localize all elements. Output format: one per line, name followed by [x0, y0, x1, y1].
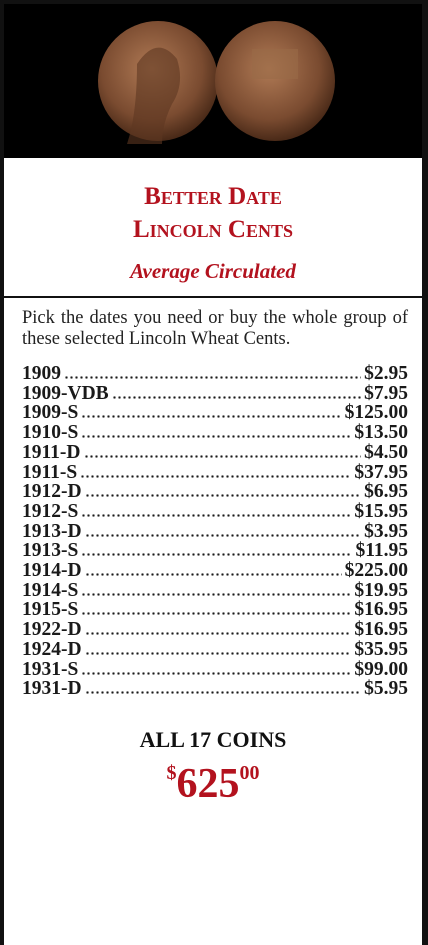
leader-dots [81, 553, 352, 556]
coin-date: 1922-D [22, 620, 82, 640]
coin-price: $15.95 [354, 502, 408, 522]
coin-date: 1913-S [22, 541, 78, 561]
price-row: 1914-D $225.00 [22, 561, 408, 581]
offer: ALL 17 COINS $62500 [4, 727, 422, 804]
leader-dots [85, 632, 352, 635]
price-row: 1909-S $125.00 [22, 403, 408, 423]
coin-price: $3.95 [364, 522, 408, 542]
price-row: 1931-S $99.00 [22, 660, 408, 680]
leader-dots [64, 376, 361, 379]
price-row: 1915-S $16.95 [22, 600, 408, 620]
coin-date: 1911-D [22, 443, 81, 463]
coin-date: 1909 [22, 364, 61, 384]
coin-price: $13.50 [354, 423, 408, 443]
price-row: 1924-D $35.95 [22, 640, 408, 660]
coin-price: $125.00 [345, 403, 408, 423]
offer-price: $62500 [4, 753, 422, 804]
leader-dots [85, 691, 362, 694]
leader-dots [85, 652, 352, 655]
price-row: 1909-VDB $7.95 [22, 384, 408, 404]
leader-dots [85, 534, 362, 537]
dollars: 625 [177, 761, 240, 807]
leader-dots [80, 475, 351, 478]
subtitle: Average Circulated [4, 259, 422, 284]
coin-price: $11.95 [355, 541, 408, 561]
coin-price: $6.95 [364, 482, 408, 502]
coin-date: 1909-VDB [22, 384, 109, 404]
coin-price: $16.95 [354, 600, 408, 620]
price-row: 1909 $2.95 [22, 364, 408, 384]
coin-date: 1912-S [22, 502, 78, 522]
price-row: 1912-D $6.95 [22, 482, 408, 502]
coin-date: 1912-D [22, 482, 82, 502]
leader-dots [84, 455, 362, 458]
divider [0, 296, 428, 298]
coin-price: $37.95 [354, 463, 408, 483]
leader-dots [81, 612, 351, 615]
leader-dots [81, 672, 351, 675]
coin-price: $5.95 [364, 679, 408, 699]
price-row: 1910-S $13.50 [22, 423, 408, 443]
coin-date: 1909-S [22, 403, 78, 423]
coin-date: 1931-D [22, 679, 82, 699]
leader-dots [81, 415, 341, 418]
coin-date: 1911-S [22, 463, 77, 483]
coin-price: $2.95 [364, 364, 408, 384]
coin-date: 1915-S [22, 600, 78, 620]
coin-price: $7.95 [364, 384, 408, 404]
leader-dots [112, 396, 361, 399]
price-row: 1914-S $19.95 [22, 581, 408, 601]
coin-date: 1931-S [22, 660, 78, 680]
coin-date: 1924-D [22, 640, 82, 660]
currency: $ [167, 762, 177, 784]
title-line: Better Date [4, 180, 422, 213]
price-row: 1931-D $5.95 [22, 679, 408, 699]
price-row: 1922-D $16.95 [22, 620, 408, 640]
coin-price: $225.00 [345, 561, 408, 581]
coin-date: 1913-D [22, 522, 82, 542]
coin-date: 1914-S [22, 581, 78, 601]
coin-price: $35.95 [354, 640, 408, 660]
price-row: 1911-D $4.50 [22, 443, 408, 463]
description: Pick the dates you need or buy the whole… [22, 308, 408, 350]
leader-dots [81, 435, 351, 438]
leader-dots [81, 593, 351, 596]
coin-date: 1910-S [22, 423, 78, 443]
coin-price: $16.95 [354, 620, 408, 640]
coin-price: $99.00 [354, 660, 408, 680]
price-row: 1911-S $37.95 [22, 463, 408, 483]
coin-photo [4, 4, 422, 158]
cents: 00 [240, 762, 260, 784]
coin-price: $19.95 [354, 581, 408, 601]
coin-date: 1914-D [22, 561, 82, 581]
price-row: 1913-S $11.95 [22, 541, 408, 561]
price-row: 1912-S $15.95 [22, 502, 408, 522]
ad-card: Better DateLincoln Cents Average Circula… [0, 0, 428, 945]
leader-dots [85, 494, 362, 497]
title-line: Lincoln Cents [4, 213, 422, 246]
leader-dots [85, 573, 342, 576]
price-row: 1913-D $3.95 [22, 522, 408, 542]
coin-reverse [215, 21, 335, 141]
leader-dots [81, 514, 351, 517]
coin-price: $4.50 [364, 443, 408, 463]
offer-label: ALL 17 COINS [4, 727, 422, 753]
